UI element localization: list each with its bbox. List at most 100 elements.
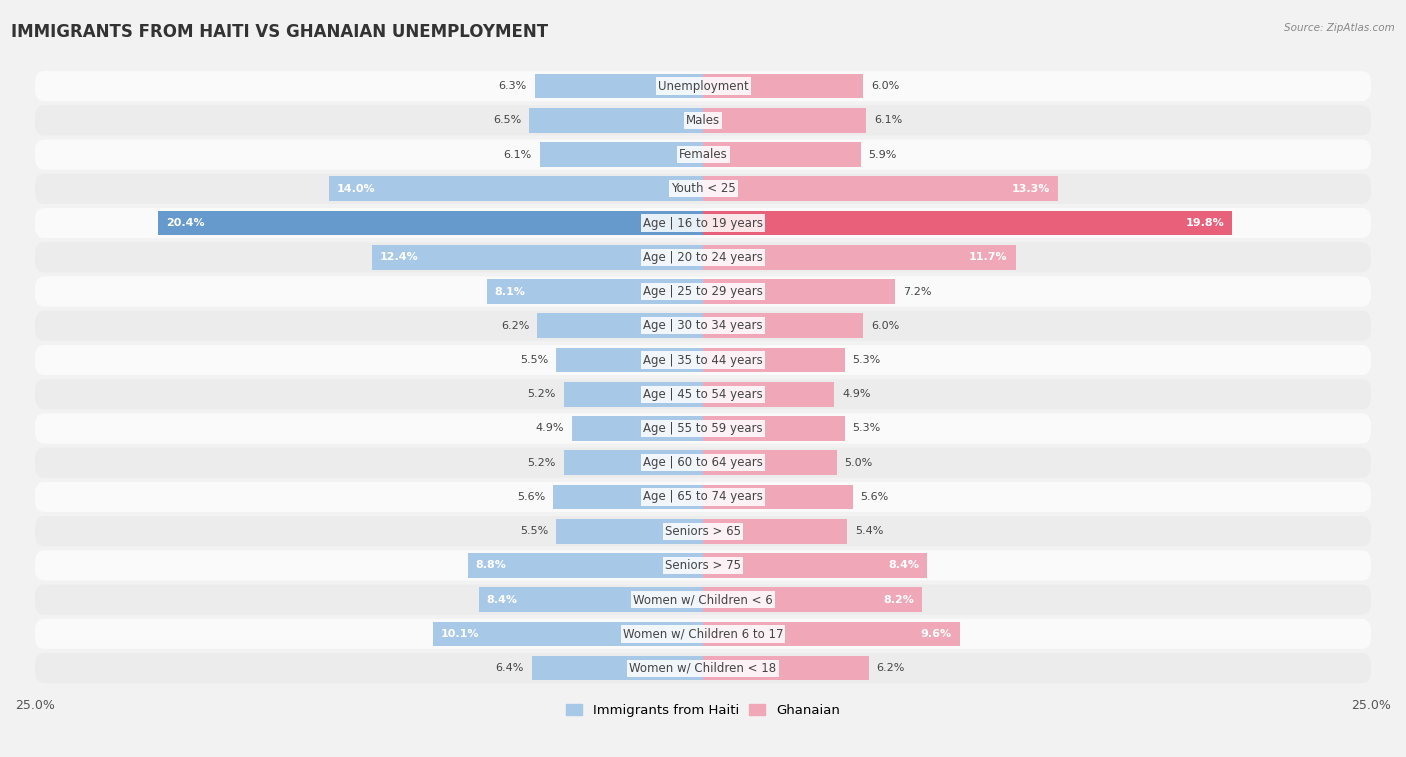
Bar (486, 279, 703, 304)
Text: Females: Females (679, 148, 727, 161)
FancyBboxPatch shape (35, 482, 1371, 512)
Text: 6.2%: 6.2% (877, 663, 905, 673)
Text: Age | 30 to 34 years: Age | 30 to 34 years (643, 319, 763, 332)
Text: Seniors > 65: Seniors > 65 (665, 525, 741, 537)
Text: IMMIGRANTS FROM HAITI VS GHANAIAN UNEMPLOYMENT: IMMIGRANTS FROM HAITI VS GHANAIAN UNEMPL… (11, 23, 548, 41)
Text: 6.4%: 6.4% (495, 663, 524, 673)
Text: 6.0%: 6.0% (872, 321, 900, 331)
Text: 8.4%: 8.4% (889, 560, 920, 571)
Bar (329, 176, 703, 201)
Bar (529, 108, 703, 132)
Bar (703, 176, 1059, 201)
Text: 4.9%: 4.9% (536, 423, 564, 434)
Text: 5.2%: 5.2% (527, 389, 555, 399)
Bar (371, 245, 703, 269)
Text: Age | 55 to 59 years: Age | 55 to 59 years (643, 422, 763, 435)
Bar (703, 347, 845, 372)
Bar (703, 108, 866, 132)
Text: 5.6%: 5.6% (860, 492, 889, 502)
Text: Seniors > 75: Seniors > 75 (665, 559, 741, 572)
Text: 8.8%: 8.8% (475, 560, 506, 571)
Bar (703, 587, 922, 612)
Text: Women w/ Children 6 to 17: Women w/ Children 6 to 17 (623, 628, 783, 640)
Text: Males: Males (686, 114, 720, 127)
Text: Source: ZipAtlas.com: Source: ZipAtlas.com (1284, 23, 1395, 33)
Text: 6.0%: 6.0% (872, 81, 900, 91)
FancyBboxPatch shape (35, 618, 1371, 649)
FancyBboxPatch shape (35, 653, 1371, 684)
Text: Age | 16 to 19 years: Age | 16 to 19 years (643, 217, 763, 229)
Text: Youth < 25: Youth < 25 (671, 182, 735, 195)
Bar (564, 382, 703, 407)
Text: Age | 65 to 74 years: Age | 65 to 74 years (643, 491, 763, 503)
Text: 8.1%: 8.1% (495, 287, 526, 297)
FancyBboxPatch shape (35, 550, 1371, 581)
Text: 6.3%: 6.3% (498, 81, 527, 91)
Bar (468, 553, 703, 578)
Text: 12.4%: 12.4% (380, 252, 419, 262)
FancyBboxPatch shape (35, 447, 1371, 478)
Text: 5.6%: 5.6% (517, 492, 546, 502)
Bar (703, 484, 852, 509)
Bar (157, 210, 703, 235)
FancyBboxPatch shape (35, 379, 1371, 410)
Bar (703, 382, 834, 407)
Text: 5.5%: 5.5% (520, 526, 548, 536)
FancyBboxPatch shape (35, 310, 1371, 341)
Bar (540, 142, 703, 167)
FancyBboxPatch shape (35, 174, 1371, 204)
Text: 9.6%: 9.6% (921, 629, 952, 639)
Bar (703, 245, 1015, 269)
Text: 6.2%: 6.2% (501, 321, 529, 331)
Text: Age | 20 to 24 years: Age | 20 to 24 years (643, 251, 763, 263)
FancyBboxPatch shape (35, 584, 1371, 615)
Bar (555, 347, 703, 372)
Text: 6.1%: 6.1% (875, 115, 903, 126)
Text: Age | 60 to 64 years: Age | 60 to 64 years (643, 456, 763, 469)
Bar (703, 279, 896, 304)
Bar (703, 656, 869, 681)
Bar (703, 313, 863, 338)
Text: 5.0%: 5.0% (845, 458, 873, 468)
Text: 6.1%: 6.1% (503, 150, 531, 160)
FancyBboxPatch shape (35, 276, 1371, 307)
Text: 5.4%: 5.4% (855, 526, 884, 536)
Text: 8.2%: 8.2% (883, 595, 914, 605)
FancyBboxPatch shape (35, 516, 1371, 547)
Text: 5.2%: 5.2% (527, 458, 555, 468)
Text: 8.4%: 8.4% (486, 595, 517, 605)
Bar (564, 450, 703, 475)
FancyBboxPatch shape (35, 139, 1371, 170)
Text: 19.8%: 19.8% (1185, 218, 1225, 228)
Bar (534, 73, 703, 98)
Bar (703, 210, 1232, 235)
Bar (703, 416, 845, 441)
Text: 5.5%: 5.5% (520, 355, 548, 365)
Bar (703, 73, 863, 98)
Text: 4.9%: 4.9% (842, 389, 870, 399)
Bar (554, 484, 703, 509)
Text: 7.2%: 7.2% (904, 287, 932, 297)
Text: 11.7%: 11.7% (969, 252, 1008, 262)
Bar (703, 142, 860, 167)
Legend: Immigrants from Haiti, Ghanaian: Immigrants from Haiti, Ghanaian (561, 699, 845, 722)
Text: 13.3%: 13.3% (1012, 184, 1050, 194)
Bar (531, 656, 703, 681)
FancyBboxPatch shape (35, 105, 1371, 136)
FancyBboxPatch shape (35, 71, 1371, 101)
Text: 6.5%: 6.5% (494, 115, 522, 126)
Text: Women w/ Children < 6: Women w/ Children < 6 (633, 593, 773, 606)
Text: 14.0%: 14.0% (337, 184, 375, 194)
Text: Age | 35 to 44 years: Age | 35 to 44 years (643, 354, 763, 366)
Text: Age | 45 to 54 years: Age | 45 to 54 years (643, 388, 763, 400)
FancyBboxPatch shape (35, 345, 1371, 375)
Text: Women w/ Children < 18: Women w/ Children < 18 (630, 662, 776, 674)
FancyBboxPatch shape (35, 413, 1371, 444)
Text: 5.3%: 5.3% (852, 355, 882, 365)
Text: Age | 25 to 29 years: Age | 25 to 29 years (643, 285, 763, 298)
Bar (703, 519, 848, 544)
Bar (703, 450, 837, 475)
FancyBboxPatch shape (35, 242, 1371, 273)
Bar (703, 621, 959, 646)
Bar (703, 553, 928, 578)
